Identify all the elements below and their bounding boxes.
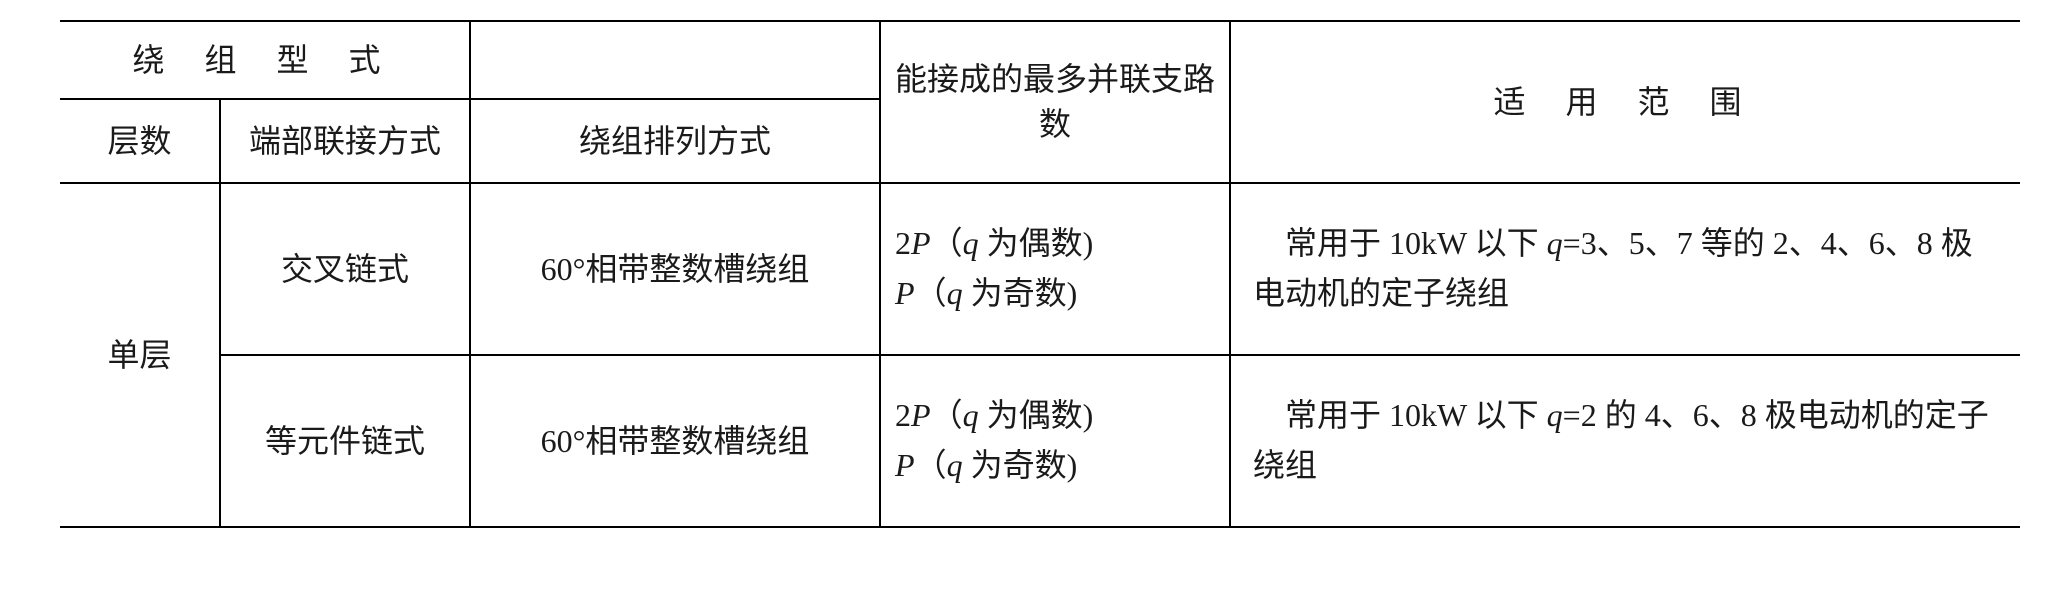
scope0-p1: 常用于 10kW 以下 [1253, 225, 1547, 261]
cell-max-parallel-0-line1: 2P（q 为偶数) [895, 219, 1215, 269]
cell-end-connection-0: 交叉链式 [220, 183, 470, 355]
scope0-q: q [1547, 225, 1563, 261]
mp1-l2-rest: 为奇数) [963, 447, 1078, 483]
cell-max-parallel-0-line2: P（q 为奇数) [895, 269, 1215, 319]
header-winding-type-group-text: 绕 组 型 式 [133, 42, 397, 78]
mp1-l1-P: P [911, 397, 931, 433]
cell-max-parallel-1: 2P（q 为偶数) P（q 为奇数) [880, 355, 1230, 527]
cell-max-parallel-0: 2P（q 为偶数) P（q 为奇数) [880, 183, 1230, 355]
cell-end-connection-0-text: 交叉链式 [281, 251, 409, 287]
header-layers-text: 层数 [107, 123, 171, 159]
header-winding-type-group: 绕 组 型 式 [60, 21, 470, 99]
scope1-p1: 常用于 10kW 以下 [1253, 397, 1547, 433]
header-arrangement-text: 绕组排列方式 [579, 123, 771, 159]
cell-max-parallel-1-line2: P（q 为奇数) [895, 441, 1215, 491]
header-arrangement: 绕组排列方式 [470, 99, 880, 183]
mp0-l2-q: q [947, 275, 963, 311]
header-max-parallel: 能接成的最多并联支路数 [880, 21, 1230, 183]
cell-scope-0: 常用于 10kW 以下 q=3、5、7 等的 2、4、6、8 极电动机的定子绕组 [1230, 183, 2020, 355]
header-scope-text: 适 用 范 围 [1494, 84, 1758, 120]
mp0-l1-rest: 为偶数) [979, 225, 1094, 261]
cell-end-connection-1-text: 等元件链式 [265, 423, 425, 459]
scope1-q: q [1547, 397, 1563, 433]
mp1-l1-prefix: 2 [895, 397, 911, 433]
mp1-l1-open: （ [931, 397, 963, 433]
mp0-l1-open: （ [931, 225, 963, 261]
cell-max-parallel-1-line1: 2P（q 为偶数) [895, 391, 1215, 441]
table-row: 等元件链式 60°相带整数槽绕组 2P（q 为偶数) P（q 为奇数) 常用于 … [60, 355, 2020, 527]
cell-layers-value: 单层 [60, 183, 220, 527]
mp0-l1-P: P [911, 225, 931, 261]
header-arrangement-upper-empty [470, 21, 880, 99]
cell-end-connection-1: 等元件链式 [220, 355, 470, 527]
mp1-l2-open: （ [915, 447, 947, 483]
cell-layers-value-text: 单层 [107, 337, 171, 373]
cell-arrangement-1: 60°相带整数槽绕组 [470, 355, 880, 527]
mp0-l2-open: （ [915, 275, 947, 311]
header-end-connection-text: 端部联接方式 [249, 123, 441, 159]
cell-arrangement-1-text: 60°相带整数槽绕组 [541, 423, 810, 459]
header-row-1: 绕 组 型 式 能接成的最多并联支路数 适 用 范 围 [60, 21, 2020, 99]
cell-arrangement-0: 60°相带整数槽绕组 [470, 183, 880, 355]
cell-scope-1: 常用于 10kW 以下 q=2 的 4、6、8 极电动机的定子绕组 [1230, 355, 2020, 527]
mp0-l1-q: q [963, 225, 979, 261]
mp1-l2-q: q [947, 447, 963, 483]
mp1-l1-q: q [963, 397, 979, 433]
table-row: 单层 交叉链式 60°相带整数槽绕组 2P（q 为偶数) P（q 为奇数) 常用… [60, 183, 2020, 355]
header-scope: 适 用 范 围 [1230, 21, 2020, 183]
mp0-l2-rest: 为奇数) [963, 275, 1078, 311]
mp0-l2-P: P [895, 275, 915, 311]
header-layers: 层数 [60, 99, 220, 183]
cell-arrangement-0-text: 60°相带整数槽绕组 [541, 251, 810, 287]
table-container: 绕 组 型 式 能接成的最多并联支路数 适 用 范 围 层数 端部联接方式 绕组… [0, 0, 2072, 609]
winding-table: 绕 组 型 式 能接成的最多并联支路数 适 用 范 围 层数 端部联接方式 绕组… [60, 20, 2020, 528]
mp1-l2-P: P [895, 447, 915, 483]
mp0-l1-prefix: 2 [895, 225, 911, 261]
mp1-l1-rest: 为偶数) [979, 397, 1094, 433]
header-end-connection: 端部联接方式 [220, 99, 470, 183]
header-max-parallel-text: 能接成的最多并联支路数 [895, 61, 1215, 142]
